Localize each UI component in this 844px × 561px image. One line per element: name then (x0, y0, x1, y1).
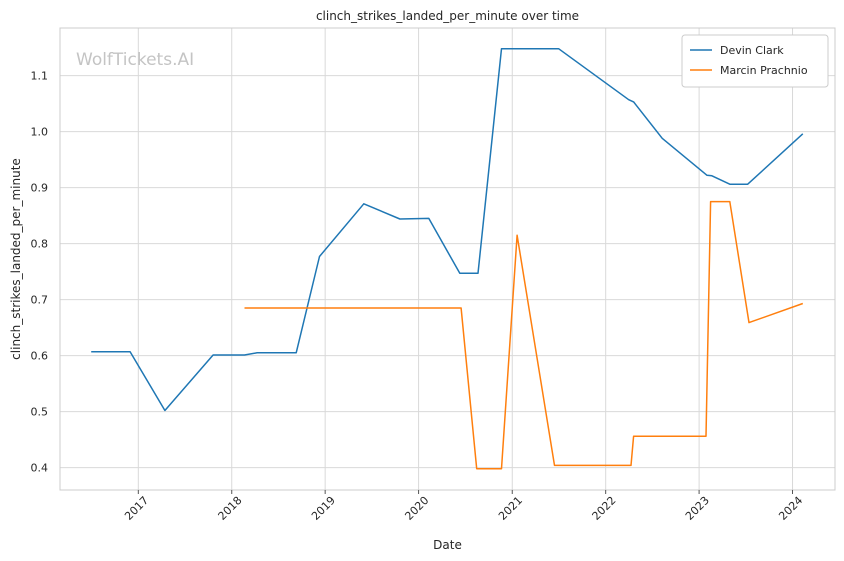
series-line-1 (244, 200, 804, 470)
chart-title: clinch_strikes_landed_per_minute over ti… (316, 9, 579, 23)
y-tick-label: 0.7 (31, 294, 49, 307)
y-axis-label: clinch_strikes_landed_per_minute (9, 158, 23, 360)
y-tick-label: 0.8 (31, 238, 49, 251)
plot-area (59, 27, 836, 491)
series-line-0 (91, 47, 804, 412)
y-tick-label: 0.6 (31, 350, 49, 363)
series-lines (91, 47, 804, 470)
legend-label-0: Devin Clark (720, 44, 784, 57)
y-tick-label: 0.9 (31, 182, 49, 195)
x-axis-label: Date (433, 538, 462, 552)
legend-box (681, 34, 829, 88)
y-axis-ticks: 0.4 0.5 0.6 0.7 0.8 0.9 1.0 1.1 (31, 70, 49, 475)
y-tick-label: 1.1 (31, 70, 49, 83)
y-tick-label: 0.4 (31, 462, 49, 475)
y-tick-label: 0.5 (31, 406, 49, 419)
legend-label-1: Marcin Prachnio (720, 64, 808, 77)
watermark-text: WolfTickets.AI (76, 50, 194, 70)
legend: Devin Clark Marcin Prachnio (681, 34, 829, 88)
y-tick-label: 1.0 (31, 126, 49, 139)
